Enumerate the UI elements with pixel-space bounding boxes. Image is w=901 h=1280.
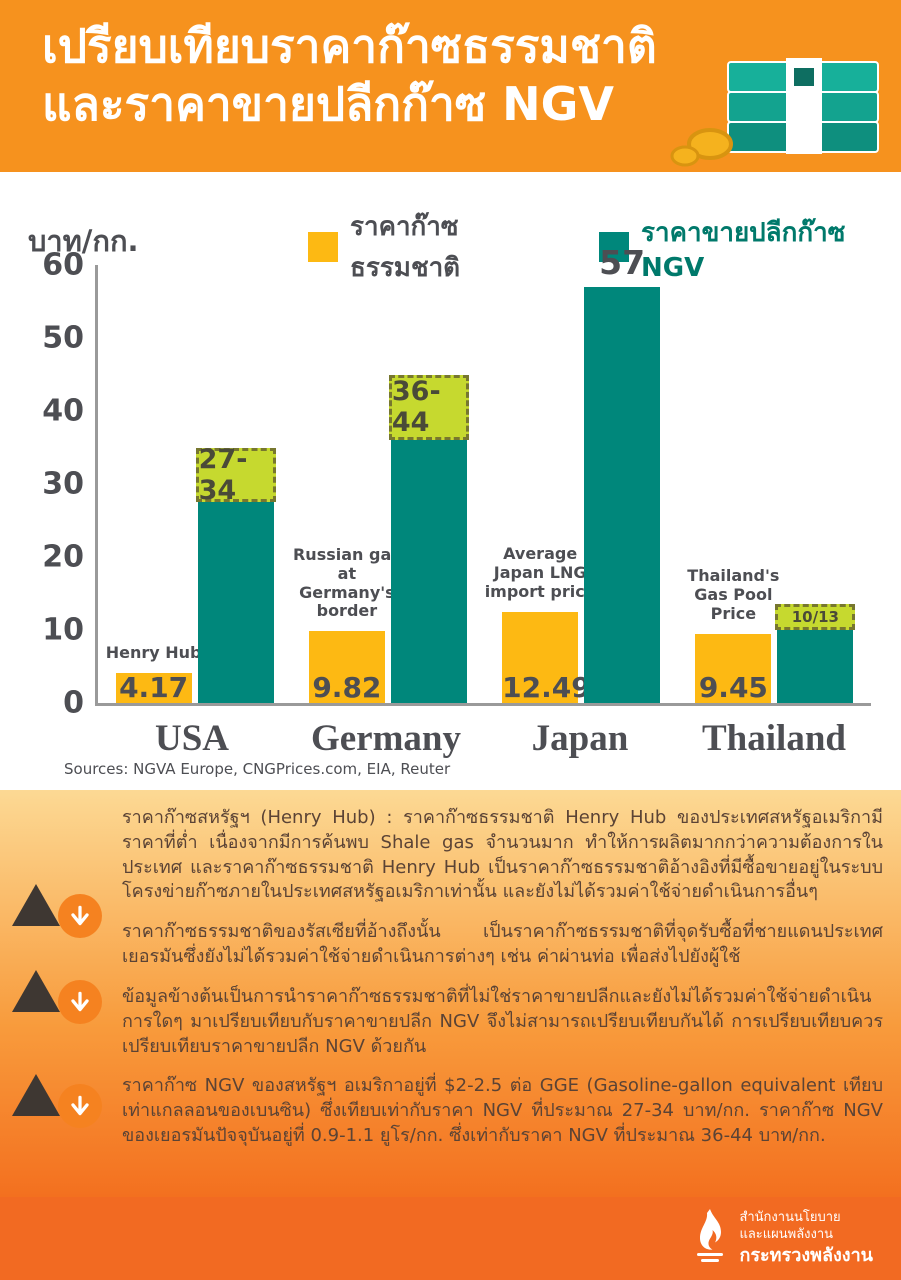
org-name-line-2: และแผนพลังงาน [739,1226,834,1242]
ngv-range-label: 27-34 [195,444,276,506]
note-paragraph-3: ข้อมูลข้างต้นเป็นการนำราคาก๊าซธรรมชาติที… [122,985,883,1057]
gas-price-value: 9.82 [312,671,382,704]
bar-group-usa: 4.17 Henry Hub 27-34 [98,265,291,703]
org-name-line-3: กระทรวงพลังงาน [739,1244,873,1266]
notes-section: ราคาก๊าซสหรัฐฯ (Henry Hub) : ราคาก๊าซธรร… [0,790,901,1197]
y-axis-tick: 40 [42,393,84,429]
title-line-1: เปรียบเทียบราคาก๊าซธรรมชาติ [42,19,657,73]
org-name-line-1: สำนักงานนโยบาย [739,1209,841,1225]
gas-source-annotation: Average Japan LNG import price [484,544,596,601]
ngv-range-label: 36-44 [388,374,469,441]
gas-price-bar: 9.45 [695,634,772,704]
footer: สำนักงานนโยบาย และแผนพลังงาน กระทรวงพลัง… [0,1197,901,1280]
chart-section: บาท/กก. ราคาก๊าซธรรมชาติ ราคาขายปลีกก๊าซ… [0,172,901,790]
bars-container: 4.17 Henry Hub 27-34 9.82 Russian gas at Ger… [98,246,871,704]
y-axis-tick: 0 [63,685,84,721]
gas-source-annotation: Thailand's Gas Pool Price [687,566,780,624]
legend-item-ngv: ราคาขายปลีกก๊าซ NGV [599,206,901,288]
ngv-range-label: 10/13 [775,604,856,631]
ngv-bar-column: 10/13 [775,265,856,703]
gas-bar-column: 9.82 Russian gas at Germany's border [293,265,401,704]
note-paragraph-4: ราคาก๊าซ NGV ของสหรัฐฯ อเมริกาอยู่ที่ $2… [122,1075,883,1147]
gas-bar-column: 4.17 Henry Hub [106,265,202,704]
note-marker-2 [12,966,112,1026]
country-label-japan: Japan [531,718,629,759]
legend-item-gas: ราคาก๊าซธรรมชาติ [308,206,555,288]
ngv-price-bar [584,286,661,703]
up-triangle-icon [12,1074,60,1116]
ngv-bar-column: 57 [584,246,661,703]
ngv-bar-column: 27-34 [195,265,276,703]
y-axis-tick: 50 [42,320,84,356]
page-title: เปรียบเทียบราคาก๊าซธรรมชาติ และราคาขายปล… [42,18,657,133]
ngv-value-label: 57 [599,242,646,282]
note-paragraph-1: ราคาก๊าซสหรัฐฯ (Henry Hub) : ราคาก๊าซธรร… [122,807,883,903]
up-triangle-icon [12,970,60,1012]
org-brand: สำนักงานนโยบาย และแผนพลังงาน กระทรวงพลัง… [693,1209,873,1269]
legend-label-gas: ราคาก๊าซธรรมชาติ [350,212,461,283]
country-label-usa: USA [154,718,230,759]
gas-bar-column: 9.45 Thailand's Gas Pool Price [687,265,779,704]
sources-note: Sources: NGVA Europe, CNGPrices.com, EIA… [64,760,451,778]
y-axis-tick: 30 [42,466,84,502]
x-axis-labels: USA Germany Japan Thailand [95,717,871,760]
y-axis-unit-label: บาท/กก. [28,224,139,258]
legend-label-ngv: ราคาขายปลีกก๊าซ NGV [641,217,846,283]
gas-price-bar: 12.49 [502,611,591,704]
gas-bar-column: 12.49 Average Japan LNG import price [485,265,596,704]
gas-price-value: 9.45 [698,671,768,704]
ngv-swatch-icon [599,232,630,262]
gas-price-value: 4.17 [119,671,189,704]
note-marker-3 [12,1070,112,1130]
country-label-germany: Germany [310,718,462,759]
country-label-thailand: Thailand [702,718,846,759]
gas-price-bar: 4.17 [115,671,192,704]
bar-group-thailand: 9.45 Thailand's Gas Pool Price 10/13 [678,265,871,703]
gas-price-value: 12.49 [502,671,591,704]
down-arrow-circle-icon [58,1084,102,1128]
banknotes-and-coins-icon [670,52,885,174]
note-paragraph-2: ราคาก๊าซธรรมชาติของรัสเซียที่อ้างถึงนั้น… [122,921,883,968]
plot-area: 60 50 40 30 20 10 0 4.17 Henry Hub 27-34 9.82 Russ… [42,246,871,721]
bar-group-japan: 12.49 Average Japan LNG import price 57 [485,246,678,704]
ngv-bar-column: 36-44 [388,265,469,703]
gas-source-annotation: Russian gas at Germany's border [292,544,401,621]
gas-price-bar: 9.82 [308,631,385,704]
org-name: สำนักงานนโยบาย และแผนพลังงาน กระทรวงพลัง… [739,1210,873,1268]
title-line-2: และราคาขายปลีกก๊าซ NGV [42,76,614,131]
header: เปรียบเทียบราคาก๊าซธรรมชาติ และราคาขายปล… [0,0,901,172]
ministry-flame-logo-icon [693,1209,727,1269]
note-marker-1 [12,880,112,940]
y-axis-tick: 10 [42,612,84,648]
y-axis-tick: 20 [42,539,84,575]
chart-legend: ราคาก๊าซธรรมชาติ ราคาขายปลีกก๊าซ NGV [308,206,901,288]
gas-source-annotation: Henry Hub [105,642,202,662]
up-triangle-icon [12,884,60,926]
y-axis-tick: 60 [42,247,84,283]
down-arrow-circle-icon [58,980,102,1024]
bar-group-germany: 9.82 Russian gas at Germany's border 36-44 [291,265,484,703]
down-arrow-circle-icon [58,894,102,938]
gas-swatch-icon [308,232,338,262]
